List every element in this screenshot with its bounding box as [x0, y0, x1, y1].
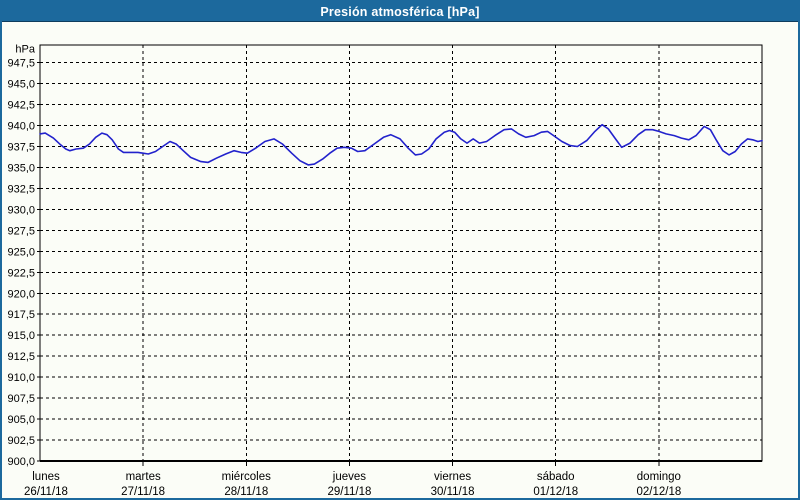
pressure-chart-canvas: 947,5 945,0 942,5 940,0 937,5 935,0 932,5 930,0…: [7, 44, 763, 498]
chart-area: 947,5 945,0 942,5 940,0 937,5 935,0 932,5 930,0…: [4, 24, 798, 498]
x-day-date-label: 28/11/18: [224, 486, 268, 498]
y-tick-label: 937,5: [7, 141, 35, 153]
x-day-date-label: 27/11/18: [121, 486, 165, 498]
y-tick-label: 927,5: [7, 225, 35, 237]
y-tick-label: 940,0: [7, 121, 35, 133]
x-day-name-label: domingo: [637, 471, 681, 483]
y-tick-label: 912,5: [7, 351, 35, 363]
x-day-name-label: miércoles: [222, 471, 271, 483]
x-day-date-label: 26/11/18: [24, 486, 68, 498]
y-tick-label: 942,5: [7, 100, 35, 112]
x-day-name-label: lunes: [32, 471, 60, 483]
x-day-date-label: 30/11/18: [431, 486, 475, 498]
y-axis-unit-label: hPa: [15, 44, 35, 56]
x-day-date-label: 02/12/18: [636, 486, 681, 498]
y-tick-label: 925,0: [7, 246, 35, 258]
chart-title: Presión atmosférica [hPa]: [320, 4, 480, 19]
y-tick-label: 900,0: [7, 456, 35, 468]
plot-border: [39, 44, 763, 462]
x-day-date-label: 01/12/18: [533, 486, 578, 498]
x-day-name-label: jueves: [332, 471, 366, 483]
y-tick-label: 917,5: [7, 309, 35, 321]
y-tick-label: 920,0: [7, 288, 35, 300]
x-day-date-label: 29/11/18: [327, 486, 371, 498]
y-tick-label: 902,5: [7, 435, 35, 447]
y-tick-label: 907,5: [7, 393, 35, 405]
y-tick-label: 922,5: [7, 267, 35, 279]
y-tick-label: 910,0: [7, 372, 35, 384]
x-day-name-label: viernes: [434, 471, 471, 483]
y-tick-label: 905,0: [7, 414, 35, 426]
y-tick-label: 947,5: [7, 58, 35, 70]
y-tick-label: 930,0: [7, 204, 35, 216]
title-bar: Presión atmosférica [hPa]: [2, 2, 798, 22]
pressure-line: [39, 123, 763, 166]
x-day-name-label: sábado: [537, 471, 575, 483]
y-tick-label: 915,0: [7, 330, 35, 342]
y-tick-label: 935,0: [7, 162, 35, 174]
y-tick-label: 932,5: [7, 183, 35, 195]
x-day-name-label: martes: [126, 471, 161, 483]
y-tick-label: 945,0: [7, 79, 35, 91]
